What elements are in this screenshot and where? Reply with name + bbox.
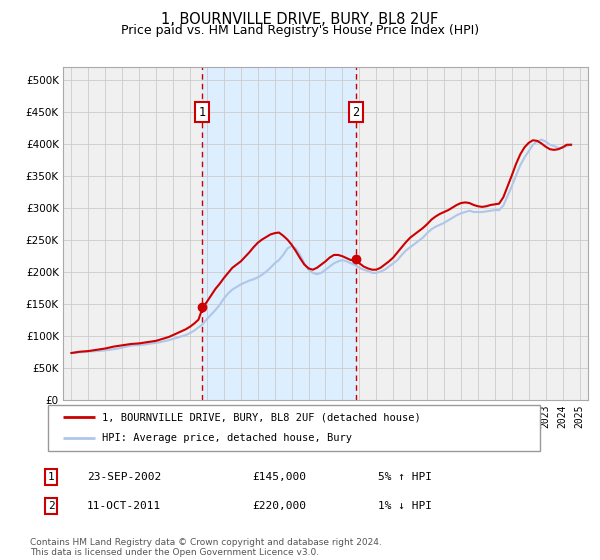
Text: 1% ↓ HPI: 1% ↓ HPI [378,501,432,511]
Text: Price paid vs. HM Land Registry's House Price Index (HPI): Price paid vs. HM Land Registry's House … [121,24,479,36]
Text: 1: 1 [199,105,206,119]
Text: 5% ↑ HPI: 5% ↑ HPI [378,472,432,482]
Text: 1, BOURNVILLE DRIVE, BURY, BL8 2UF: 1, BOURNVILLE DRIVE, BURY, BL8 2UF [161,12,439,27]
Text: 1, BOURNVILLE DRIVE, BURY, BL8 2UF (detached house): 1, BOURNVILLE DRIVE, BURY, BL8 2UF (deta… [102,412,421,422]
Text: Contains HM Land Registry data © Crown copyright and database right 2024.
This d: Contains HM Land Registry data © Crown c… [30,538,382,557]
Text: 2: 2 [47,501,55,511]
Text: 11-OCT-2011: 11-OCT-2011 [87,501,161,511]
Text: HPI: Average price, detached house, Bury: HPI: Average price, detached house, Bury [102,433,352,444]
Text: 23-SEP-2002: 23-SEP-2002 [87,472,161,482]
Bar [202,67,356,400]
Text: 2: 2 [352,105,359,119]
Text: £220,000: £220,000 [252,501,306,511]
Text: £145,000: £145,000 [252,472,306,482]
Text: 1: 1 [47,472,55,482]
